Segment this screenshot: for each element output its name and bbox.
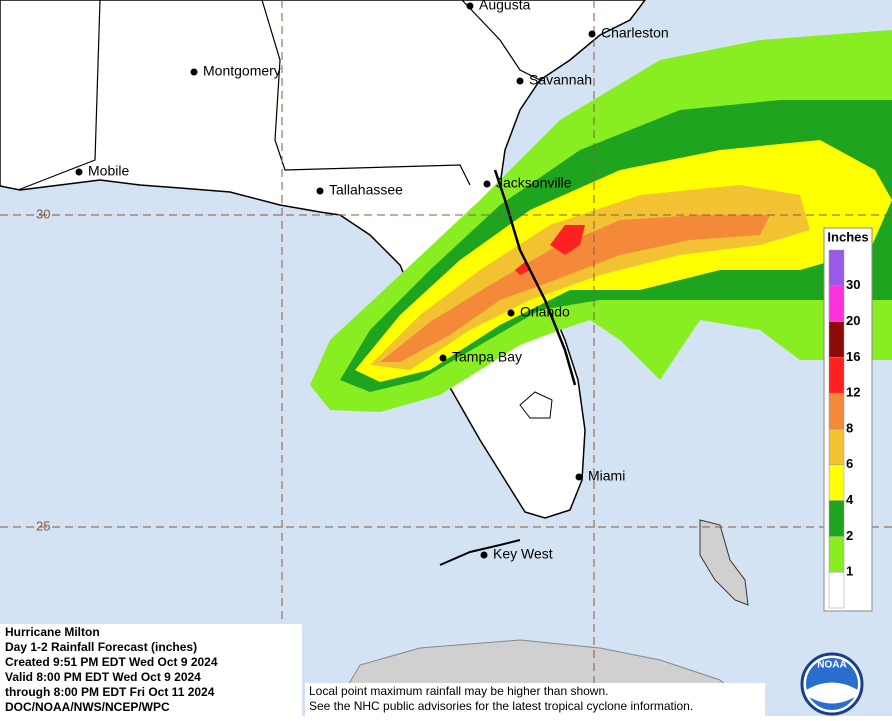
- city-label: Savannah: [529, 72, 592, 88]
- city-label: Augusta: [479, 0, 531, 13]
- logo-text: NOAA: [817, 660, 846, 671]
- city-label: Tampa Bay: [452, 349, 522, 365]
- info-line: Day 1-2 Rainfall Forecast (inches): [5, 640, 197, 654]
- info-line: DOC/NOAA/NWS/NCEP/WPC: [5, 700, 170, 714]
- legend-swatch: [828, 536, 845, 573]
- note-line: See the NHC public advisories for the la…: [309, 699, 693, 713]
- city-label: Orlando: [520, 304, 570, 320]
- legend-swatch: [828, 357, 845, 394]
- city-label: Mobile: [88, 163, 129, 179]
- city-dot: [483, 180, 491, 188]
- city-dot: [75, 168, 83, 176]
- legend-label: 30: [846, 277, 860, 292]
- city-dot: [575, 473, 583, 481]
- city-dot: [439, 354, 447, 362]
- keys: [439, 539, 521, 566]
- latitude-label: 25: [36, 518, 50, 533]
- info-box: [0, 624, 302, 716]
- city-dot: [516, 77, 524, 85]
- city-dot: [316, 187, 324, 195]
- state-lines: [17, 0, 541, 191]
- city-dot: [507, 309, 515, 317]
- city-label: Key West: [493, 546, 553, 562]
- info-line: through 8:00 PM EDT Fri Oct 11 2024: [5, 685, 215, 699]
- andros: [699, 519, 749, 606]
- legend-swatch: [828, 392, 845, 430]
- city-label: Charleston: [601, 25, 669, 41]
- coast-detail: [493, 169, 577, 386]
- legend-label: 1: [846, 564, 853, 579]
- legend-label: 6: [846, 456, 853, 471]
- info-line: Created 9:51 PM EDT Wed Oct 9 2024: [5, 655, 218, 669]
- legend-label: 12: [846, 385, 860, 400]
- legend-swatch: [828, 285, 845, 322]
- city-dot: [480, 551, 488, 559]
- city-label: Montgomery: [203, 63, 281, 79]
- legend-label: 2: [846, 528, 853, 543]
- land: [0, 0, 646, 519]
- note-box: [305, 683, 765, 716]
- noaa-logo-bird: [806, 682, 858, 704]
- city-label: Miami: [588, 468, 625, 484]
- info-line: Hurricane Milton: [5, 625, 100, 639]
- legend-swatch: [828, 321, 845, 358]
- legend-label: 20: [846, 313, 860, 328]
- lake-okeechobee: [519, 391, 553, 419]
- city-dot: [588, 30, 596, 38]
- info-line: Valid 8:00 PM EDT Wed Oct 9 2024: [5, 670, 201, 684]
- legend-label: 16: [846, 349, 860, 364]
- legend-title: Inches: [827, 229, 868, 244]
- legend-swatch: [828, 571, 845, 609]
- legend-swatch: [828, 428, 845, 466]
- legend-label: 4: [846, 492, 854, 507]
- city-dot: [190, 68, 198, 76]
- city-label: Jacksonville: [496, 175, 572, 191]
- note-line: Local point maximum rainfall may be high…: [309, 684, 608, 698]
- rain-bands: [310, 30, 892, 412]
- legend-label: 8: [846, 420, 853, 435]
- city-dot: [466, 2, 474, 10]
- legend-swatch: [828, 500, 845, 537]
- legend-swatch: [828, 464, 845, 501]
- legend-swatch: [828, 249, 845, 287]
- latitude-label: 30: [36, 206, 50, 221]
- city-label: Tallahassee: [329, 182, 403, 198]
